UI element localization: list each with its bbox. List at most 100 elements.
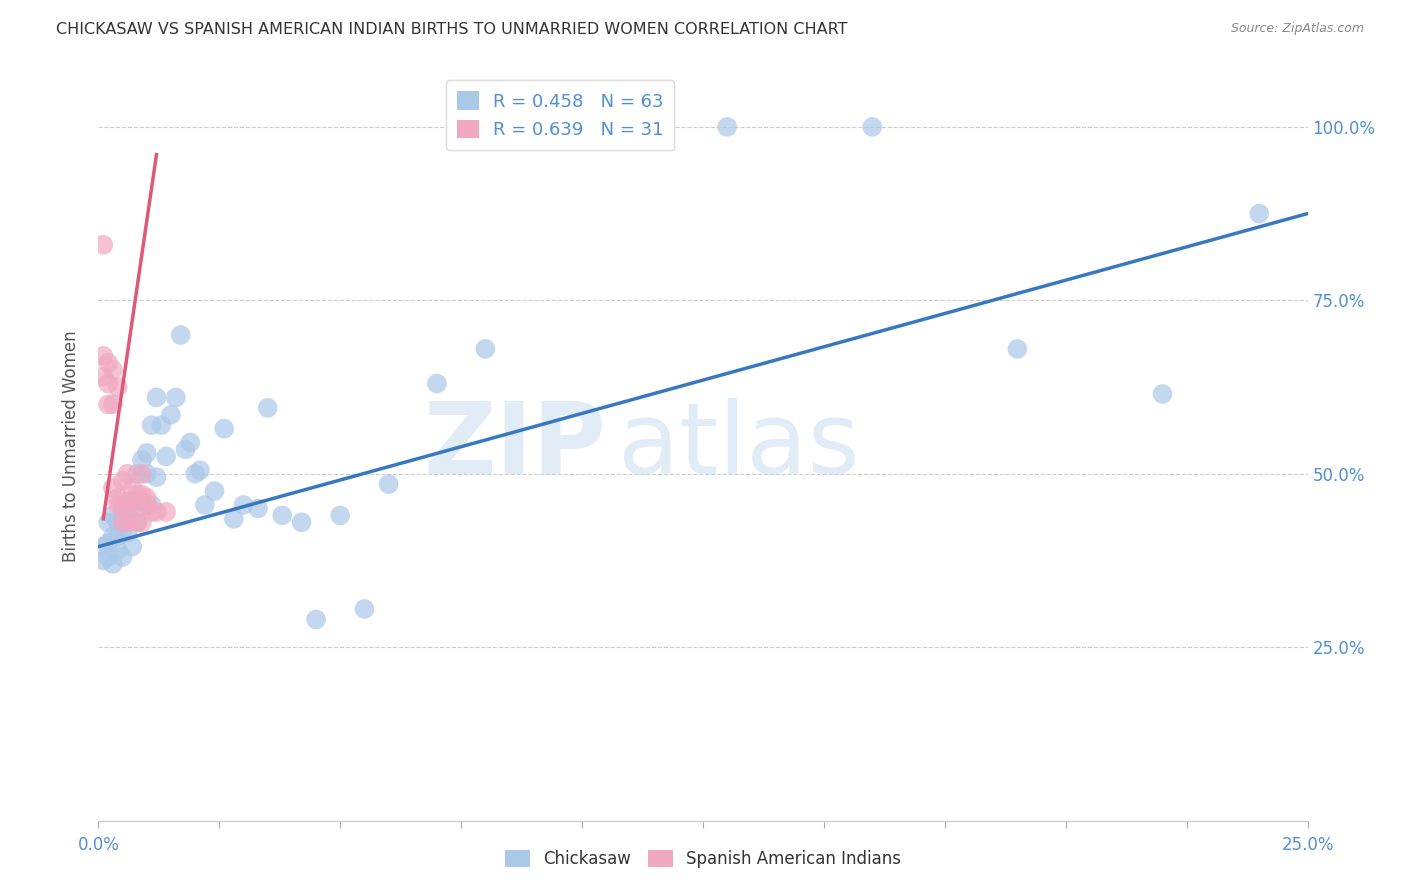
Legend: R = 0.458   N = 63, R = 0.639   N = 31: R = 0.458 N = 63, R = 0.639 N = 31	[446, 80, 675, 150]
Point	[141, 498, 163, 512]
Point	[107, 380, 129, 394]
Point	[101, 529, 124, 543]
Point	[204, 484, 226, 499]
Point	[131, 467, 153, 481]
Point	[101, 481, 124, 495]
Point	[377, 477, 399, 491]
Point	[107, 543, 129, 558]
Point	[174, 442, 197, 457]
Point	[121, 481, 143, 495]
Point	[145, 470, 167, 484]
Point	[111, 498, 134, 512]
Point	[145, 505, 167, 519]
Point	[619, 120, 641, 134]
Point	[247, 501, 270, 516]
Point	[91, 349, 114, 363]
Point	[141, 505, 163, 519]
Point	[155, 505, 177, 519]
Point	[101, 557, 124, 571]
Text: ZIP: ZIP	[423, 398, 606, 494]
Point	[1152, 387, 1174, 401]
Point	[131, 516, 153, 530]
Point	[91, 369, 114, 384]
Point	[111, 505, 134, 519]
Point	[131, 487, 153, 501]
Point	[117, 508, 139, 523]
Point	[135, 498, 157, 512]
Text: CHICKASAW VS SPANISH AMERICAN INDIAN BIRTHS TO UNMARRIED WOMEN CORRELATION CHART: CHICKASAW VS SPANISH AMERICAN INDIAN BIR…	[56, 22, 848, 37]
Point	[135, 491, 157, 505]
Point	[127, 494, 149, 508]
Point	[353, 602, 375, 616]
Point	[117, 494, 139, 508]
Point	[222, 512, 245, 526]
Point	[91, 553, 114, 567]
Point	[271, 508, 294, 523]
Point	[117, 516, 139, 530]
Point	[290, 516, 312, 530]
Text: atlas: atlas	[619, 398, 860, 494]
Point	[127, 516, 149, 530]
Point	[107, 491, 129, 505]
Point	[107, 498, 129, 512]
Point	[107, 529, 129, 543]
Point	[107, 516, 129, 530]
Point	[232, 498, 254, 512]
Point	[101, 508, 124, 523]
Point	[474, 342, 496, 356]
Point	[111, 474, 134, 488]
Point	[111, 516, 134, 530]
Point	[117, 525, 139, 540]
Point	[101, 362, 124, 376]
Point	[141, 418, 163, 433]
Point	[188, 463, 211, 477]
Point	[97, 397, 120, 411]
Point	[135, 498, 157, 512]
Point	[117, 516, 139, 530]
Point	[117, 467, 139, 481]
Point	[131, 453, 153, 467]
Point	[111, 549, 134, 564]
Point	[165, 391, 187, 405]
Point	[1007, 342, 1029, 356]
Point	[97, 376, 120, 391]
Point	[571, 120, 593, 134]
Point	[523, 120, 546, 134]
Point	[101, 397, 124, 411]
Legend: Chickasaw, Spanish American Indians: Chickasaw, Spanish American Indians	[498, 843, 908, 875]
Point	[127, 487, 149, 501]
Point	[179, 435, 201, 450]
Point	[97, 356, 120, 370]
Point	[97, 549, 120, 564]
Point	[169, 328, 191, 343]
Point	[256, 401, 278, 415]
Text: Source: ZipAtlas.com: Source: ZipAtlas.com	[1230, 22, 1364, 36]
Point	[184, 467, 207, 481]
Point	[111, 522, 134, 536]
Point	[121, 540, 143, 554]
Point	[329, 508, 352, 523]
Point	[155, 450, 177, 464]
Point	[150, 418, 173, 433]
Point	[860, 120, 883, 134]
Point	[426, 376, 449, 391]
Point	[97, 516, 120, 530]
Point	[91, 237, 114, 252]
Point	[121, 494, 143, 508]
Point	[131, 494, 153, 508]
Point	[305, 612, 328, 626]
Point	[716, 120, 738, 134]
Point	[97, 536, 120, 550]
Point	[91, 540, 114, 554]
Point	[135, 446, 157, 460]
Point	[127, 516, 149, 530]
Point	[145, 391, 167, 405]
Point	[121, 505, 143, 519]
Point	[127, 467, 149, 481]
Point	[194, 498, 217, 512]
Point	[1249, 206, 1271, 220]
Y-axis label: Births to Unmarried Women: Births to Unmarried Women	[62, 330, 80, 562]
Point	[212, 422, 235, 436]
Point	[121, 498, 143, 512]
Point	[160, 408, 183, 422]
